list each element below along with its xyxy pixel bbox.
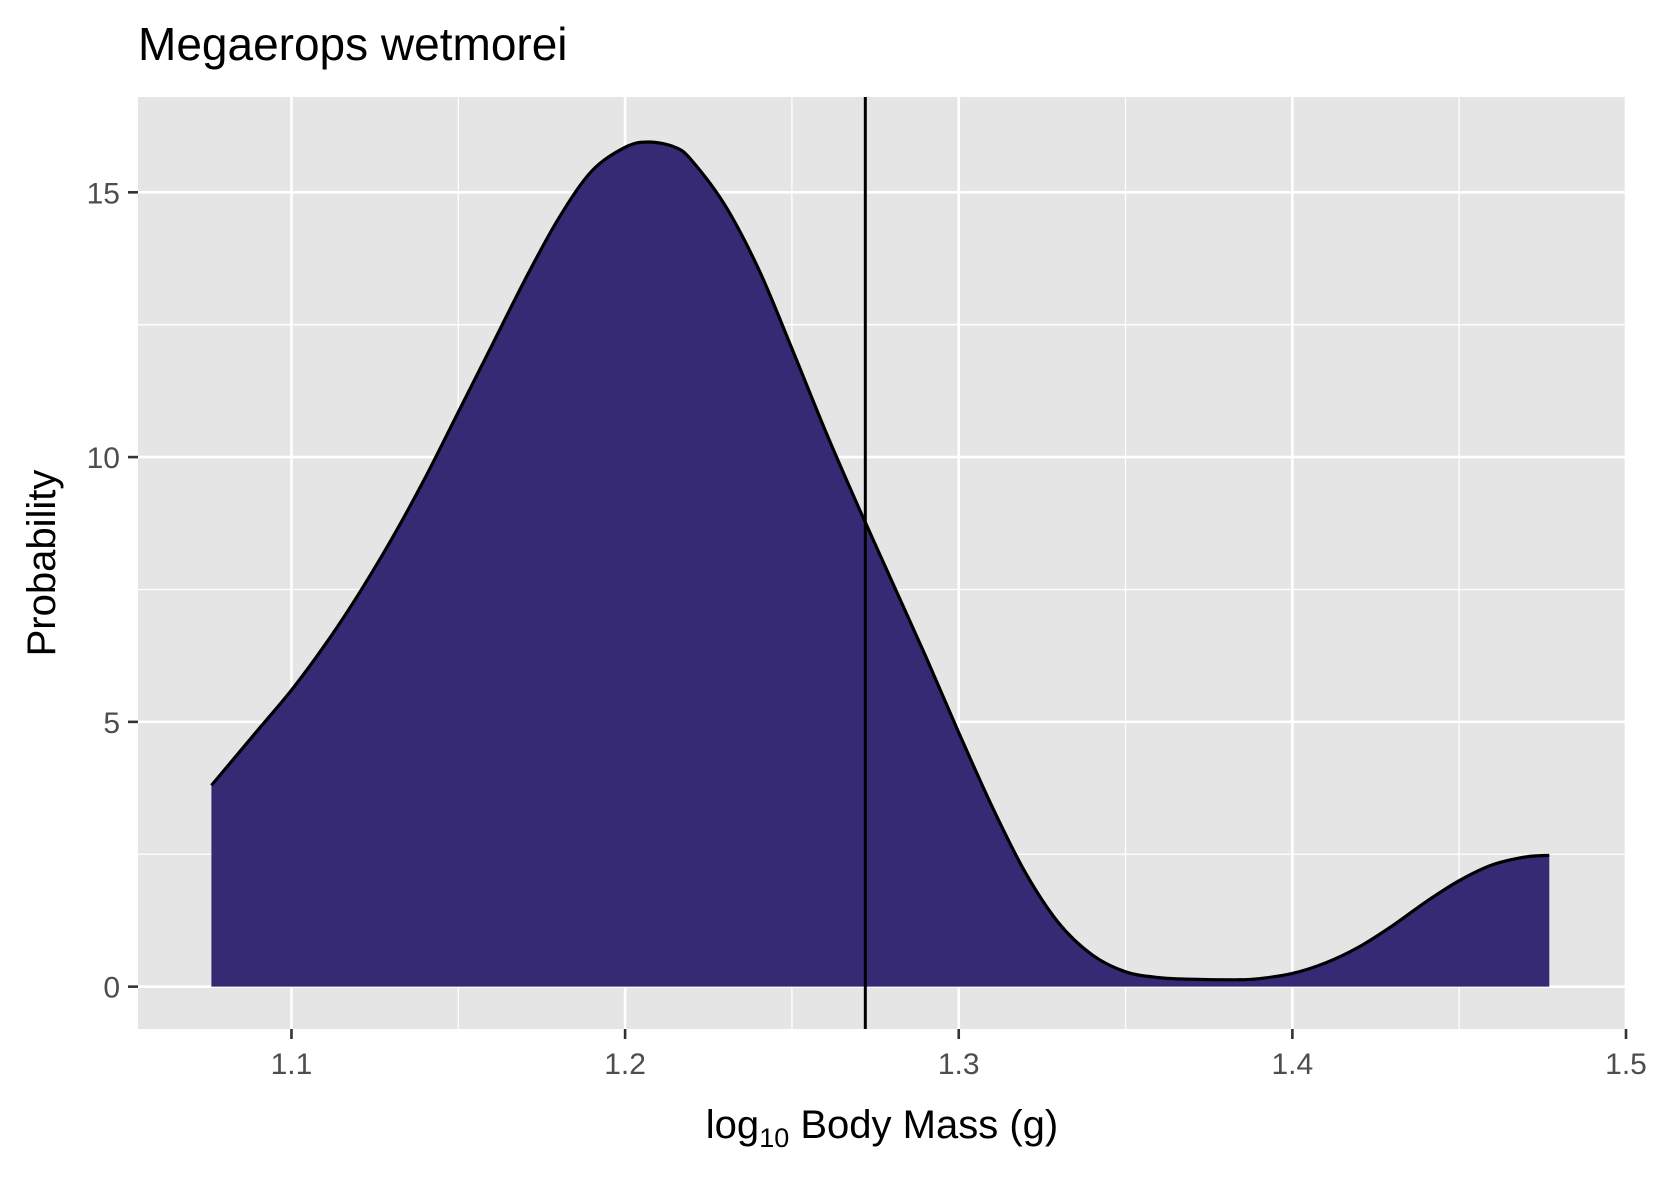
y-axis: 0 5 10 15 [87, 177, 138, 1005]
y-tick-label: 15 [87, 177, 120, 210]
x-tick-label: 1.3 [938, 1048, 980, 1081]
x-axis: 1.1 1.2 1.3 1.4 1.5 [271, 1029, 1647, 1081]
x-axis-title-suffix: Body Mass (g) [789, 1103, 1058, 1147]
x-tick-label: 1.5 [1605, 1048, 1647, 1081]
density-curve [210, 140, 1550, 982]
chart-title: Megaerops wetmorei [138, 18, 568, 70]
y-tick-label: 0 [103, 972, 120, 1005]
x-axis-title-prefix: log [706, 1103, 759, 1147]
x-axis-title-subscript: 10 [759, 1123, 789, 1153]
y-tick-label: 5 [103, 707, 120, 740]
y-tick-label: 10 [87, 442, 120, 475]
x-tick-label: 1.2 [604, 1048, 646, 1081]
density-area [211, 142, 1550, 987]
x-tick-label: 1.4 [1272, 1048, 1314, 1081]
y-axis-title: Probability [20, 470, 64, 657]
x-tick-label: 1.1 [271, 1048, 313, 1081]
x-axis-title: log10 Body Mass (g) [706, 1103, 1058, 1153]
